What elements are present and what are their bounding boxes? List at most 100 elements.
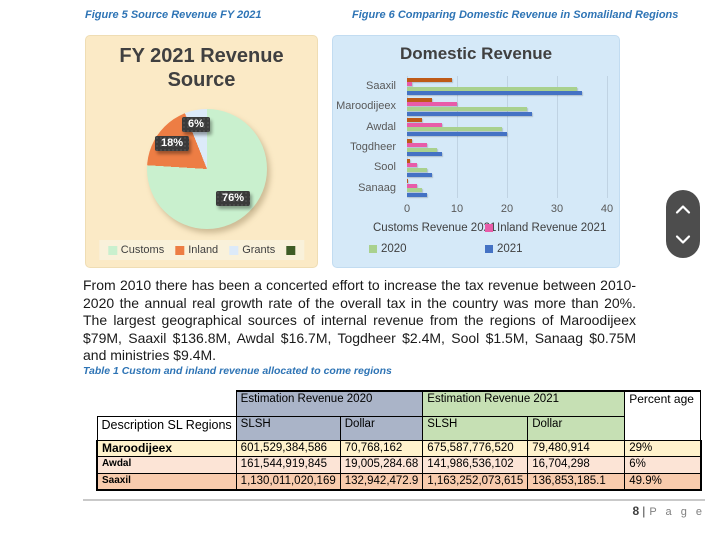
pie-data-label-grants: 6% <box>182 117 210 132</box>
category-label: Sool <box>373 161 396 174</box>
bar-customs-revenue-2021 <box>407 179 409 184</box>
bar-2020 <box>407 86 577 91</box>
bar-group <box>407 117 607 137</box>
bar-chart-title: Domestic Revenue <box>399 44 553 63</box>
table-cell-percentage: 6% <box>624 456 702 474</box>
bar-2021 <box>407 131 507 136</box>
pie-legend: Customs Inland Grants <box>98 240 305 260</box>
bar-inland-revenue-2021 <box>407 82 412 87</box>
table-row: Maroodijeex 601,529,384,586 70,768,162 675,… <box>95 439 702 458</box>
category-label: Togdheer <box>350 140 396 153</box>
table-cell-percentage: 49.9% <box>624 472 702 491</box>
table-cell-region: Awdal <box>95 456 237 474</box>
gridline <box>557 76 558 198</box>
bar-group <box>407 137 607 157</box>
chevron-down-icon <box>675 234 691 244</box>
gridline <box>457 76 458 198</box>
scroll-down-button[interactable] <box>669 228 697 250</box>
legend-swatch <box>485 224 493 232</box>
pie-legend-label: Inland <box>188 244 219 256</box>
bar-inland-revenue-2021 <box>407 122 442 127</box>
footer-divider <box>83 499 705 501</box>
category-label: Maroodijeex <box>336 100 396 113</box>
scroll-control <box>666 190 700 258</box>
table-cell-slsh-2020: 1,130,011,020,169 <box>235 472 341 491</box>
bar-2020 <box>407 107 527 112</box>
bar-chart-card[interactable]: Domestic Revenue Saaxil Maroodijeex Awdal T… <box>332 35 620 268</box>
x-tick-label: 30 <box>550 203 564 215</box>
figure5-caption: Figure 5 Source Revenue FY 2021 <box>85 9 262 21</box>
header-percentage: Percent age <box>624 390 702 441</box>
bar-inland-revenue-2021 <box>407 183 417 188</box>
scroll-up-button[interactable] <box>669 198 697 220</box>
bar-legend-label: Customs Revenue 2021 <box>373 222 497 234</box>
figure6-caption: Figure 6 Comparing Domestic Revenue in S… <box>352 9 679 21</box>
gridline <box>607 76 608 198</box>
footer-separator: | <box>642 504 646 518</box>
bar-2020 <box>407 188 422 193</box>
bar-customs-revenue-2021 <box>407 97 432 102</box>
bar-2021 <box>407 111 532 116</box>
pie-legend-label: Customs <box>120 244 165 256</box>
bar-legend-label: Inland Revenue 2021 <box>497 222 607 234</box>
legend-swatch <box>485 245 493 253</box>
pie-data-label-inland: 18% <box>155 136 190 151</box>
legend-swatch <box>229 245 239 255</box>
pie-legend-item: Customs <box>107 244 165 256</box>
table-cell-slsh-2021: 675,587,776,520 <box>422 439 529 458</box>
category-label: Saaxil <box>366 80 396 92</box>
table-blank-cell <box>97 391 237 416</box>
bar-2020 <box>407 147 437 152</box>
bar-legend-item: Customs Revenue 2021 <box>369 222 496 234</box>
table-cell-dollar-2020: 132,942,472.9 <box>339 472 424 491</box>
bar-inland-revenue-2021 <box>407 143 427 148</box>
pie-legend-label: Grants <box>242 244 276 256</box>
header-dollar-2020: Dollar <box>339 415 424 441</box>
header-slsh-2020: SLSH <box>235 415 341 441</box>
gridline <box>507 76 508 198</box>
table-cell-slsh-2020: 601,529,384,586 <box>235 439 341 458</box>
table-cell-region: Maroodijeex <box>95 439 237 458</box>
bar-group <box>407 157 607 177</box>
pie-chart-card[interactable]: FY 2021 Revenue Source 76% 18% 6% Custom… <box>85 35 318 268</box>
table-cell-slsh-2021: 1,163,252,073,615 <box>422 472 529 491</box>
table-row: Saaxil 1,130,011,020,169 132,942,472.9 1,16… <box>95 472 702 491</box>
bar-group <box>407 76 607 96</box>
header-estimation-2021: Estimation Revenue 2021 <box>422 390 626 417</box>
table-cell-region: Saaxil <box>95 472 237 491</box>
pie-chart-title: FY 2021 Revenue Source <box>119 45 284 91</box>
bar-customs-revenue-2021 <box>407 77 452 82</box>
bar-legend-item: Inland Revenue 2021 <box>485 222 606 234</box>
header-slsh-2021: SLSH <box>422 415 529 441</box>
revenue-table: Estimation Revenue 2020 Estimation Reven… <box>95 390 702 491</box>
bar-2020 <box>407 168 427 173</box>
bar-x-axis: 0 10 20 30 40 <box>404 203 613 217</box>
bar-legend-item: 2021 <box>485 243 606 255</box>
pie-legend-item: Grants <box>229 244 275 256</box>
table-cell-percentage: 29% <box>624 439 702 458</box>
bar-plot-area <box>407 76 608 198</box>
gridline <box>407 76 408 198</box>
header-estimation-2020: Estimation Revenue 2020 <box>235 390 424 417</box>
bar-legend-label: 2021 <box>497 243 523 255</box>
bar-inland-revenue-2021 <box>407 102 457 107</box>
bar-customs-revenue-2021 <box>407 158 410 163</box>
table-cell-dollar-2020: 19,005,284.68 <box>339 456 424 474</box>
table-cell-dollar-2021: 136,853,185.1 <box>527 472 626 491</box>
page-footer: 8 | P a g e <box>633 504 705 518</box>
chevron-up-icon <box>675 204 691 214</box>
table-cell-dollar-2020: 70,768,162 <box>339 439 424 458</box>
table-cell-slsh-2020: 161,544,919,845 <box>235 456 341 474</box>
footer-page-label: P a g e <box>649 506 705 518</box>
category-label: Awdal <box>366 120 396 133</box>
page-number: 8 <box>632 504 640 518</box>
bar-2021 <box>407 192 427 197</box>
bar-group <box>407 178 607 198</box>
body-paragraph: From 2010 there has been a concerted eff… <box>83 277 636 363</box>
table1-caption: Table 1 Custom and inland revenue alloca… <box>83 365 392 377</box>
bar-2021 <box>407 152 442 157</box>
x-tick-label: 40 <box>600 203 614 215</box>
category-label: Sanaag <box>358 181 396 194</box>
bar-2021 <box>407 172 432 177</box>
